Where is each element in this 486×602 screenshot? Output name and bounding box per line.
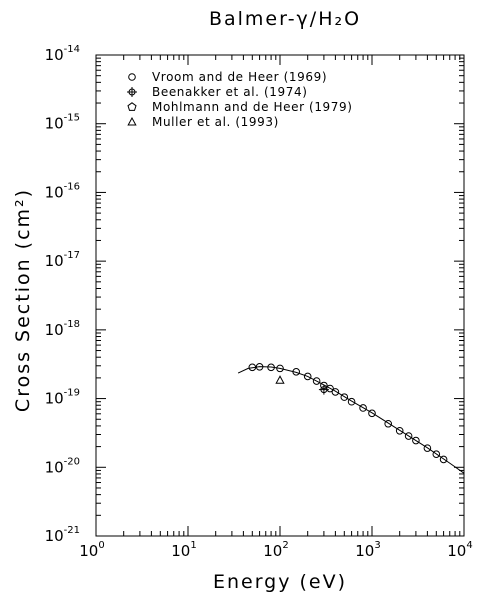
circle-marker-shape [439,455,448,464]
data-point-circle [255,362,264,371]
circle-marker-shape [312,377,321,385]
y-tick-label: 10-14 [45,44,80,64]
legend-entry-label: Muller et al. (1993) [152,115,279,129]
circle-marker-shape [423,444,432,452]
circle-marker-shape [347,397,356,406]
circle-marker-shape [276,364,284,373]
legend-marker-plus-circle [127,87,137,97]
circle-marker-shape [384,419,393,428]
data-point-circle [404,432,413,440]
data-point-circle [439,455,448,464]
x-tick-label: 101 [171,540,196,560]
legend-marker-pentagon [127,102,137,111]
chart-title: Balmer-γ/H₂O [209,8,361,30]
legend-marker-triangle [127,116,137,126]
circle-marker-shape [255,362,264,371]
axis-ticks [95,54,465,537]
data-point-circle [423,444,432,452]
circle-marker-shape [432,450,441,459]
data-point-plus-circle [318,384,329,395]
data-point-circle [412,436,420,445]
x-tick-label: 102 [263,540,288,560]
y-axis-label: Cross Section (cm²) [12,188,34,412]
x-axis-label: Energy (eV) [213,571,347,593]
data-point-circle [347,397,356,406]
data-point-circle [276,364,284,373]
data-point-circle [340,393,349,401]
y-tick-label: 10-20 [45,456,80,476]
circle-marker-shape [267,363,275,372]
triangle-marker-shape [275,375,285,384]
legend-entry-label: Beenakker et al. (1974) [152,85,307,99]
circle-marker-shape [359,404,367,412]
x-tick-label: 103 [355,540,380,560]
legend-entry-label: Mohlmann and de Heer (1979) [152,100,353,114]
triangle-marker-shape [127,116,137,126]
circle-marker-shape [340,393,349,401]
circle-marker-shape [368,409,376,418]
data-point-circle [292,368,301,376]
x-tick-label: 104 [447,540,472,560]
data-point-circle [432,450,441,459]
circle-marker-shape [331,388,340,396]
data-point-circle [384,419,393,428]
fit-curve-layer [237,366,465,474]
y-tick-label: 10-19 [45,388,80,408]
data-point-circle [248,363,257,372]
legend-entry-label: Vroom and de Heer (1969) [152,70,327,84]
y-tick-labels: 10-21 10-20 10-19 10-18 10-17 10-16 10-15 10-14 [45,44,80,545]
pentagon-marker-shape [127,102,137,111]
data-point-circle [331,388,340,396]
data-point-circle [303,372,312,381]
data-markers [248,362,448,464]
y-tick-label: 10-18 [45,319,80,339]
fit-curve [237,366,465,474]
data-point-circle [395,426,404,435]
circle-marker-shape [128,73,136,81]
x-tick-label: 100 [79,540,104,560]
y-tick-label: 10-16 [45,181,80,201]
x-tick-labels: 100 101 102 103 104 [79,540,472,560]
circle-marker-shape [404,432,413,440]
circle-marker-shape [248,363,257,372]
y-tick-label: 10-15 [45,113,80,133]
legend-marker-circle [128,73,136,81]
circle-marker-shape [303,372,312,381]
data-point-circle [267,363,275,372]
legend: Vroom and de Heer (1969)Beenakker et al.… [127,70,353,129]
circle-marker-shape [412,436,420,445]
circle-marker-shape [292,368,301,376]
data-point-circle [359,404,367,412]
circle-marker-shape [395,426,404,435]
data-point-circle [312,377,321,385]
y-tick-label: 10-17 [45,250,80,270]
data-point-triangle [275,375,285,384]
y-tick-label: 10-21 [45,525,80,545]
data-point-circle [368,409,376,418]
